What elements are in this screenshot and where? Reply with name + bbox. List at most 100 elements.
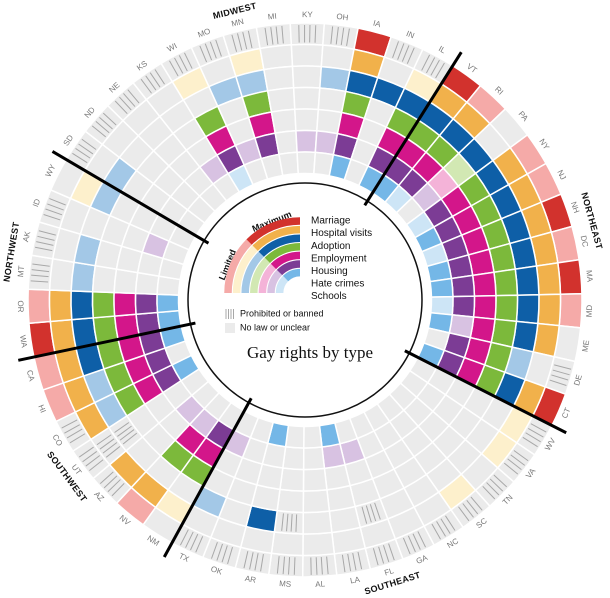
hatch [402, 537, 411, 555]
none-swatch [225, 323, 235, 333]
hatch [99, 438, 115, 450]
state-label: IN [405, 29, 416, 40]
cell [451, 295, 476, 318]
hatch [32, 263, 50, 267]
hatch [211, 541, 218, 559]
hatch [103, 475, 118, 489]
cell [556, 258, 583, 295]
hatch [174, 57, 184, 74]
swatch-bg [225, 309, 235, 319]
state-label: CO [50, 433, 64, 448]
hatch [237, 33, 243, 51]
hatch [145, 75, 157, 91]
cell [276, 488, 305, 514]
hatch [436, 521, 446, 537]
hatch [340, 27, 345, 46]
hatch [503, 462, 519, 475]
hatch [426, 57, 436, 74]
hatch [117, 425, 132, 437]
state-label: MN [231, 17, 245, 29]
hatch [209, 41, 217, 59]
hatch [254, 553, 259, 571]
hatch [99, 471, 114, 484]
cell [156, 293, 180, 314]
cell [134, 292, 159, 316]
hatch [466, 500, 479, 515]
hatch [374, 502, 381, 520]
cell [27, 254, 54, 291]
hatch [247, 30, 253, 49]
ring-label: Employment [311, 253, 367, 264]
hatch [458, 506, 470, 522]
cell [321, 442, 346, 470]
region-divider [363, 51, 463, 207]
hatch [507, 458, 522, 471]
hatch [470, 496, 483, 511]
state-label: WI [166, 41, 179, 54]
hatch [102, 112, 117, 126]
cell [429, 277, 454, 298]
cell [536, 293, 562, 327]
hatch [392, 41, 399, 59]
hatch [330, 26, 334, 44]
ring-label: Hate crimes [311, 279, 364, 290]
hatch [378, 546, 385, 564]
cell [494, 294, 519, 323]
cell [27, 288, 52, 325]
hatch [417, 531, 427, 548]
hatch [61, 419, 78, 429]
state-label: KS [135, 59, 149, 72]
hatch [549, 379, 567, 386]
state-label: VA [524, 466, 538, 480]
state-label: OK [210, 564, 224, 576]
legend-arc-maximum [258, 234, 301, 258]
ring-label: Housing [311, 266, 348, 277]
legend-arc-limited [232, 245, 258, 294]
hatch [326, 556, 329, 575]
hatch [525, 432, 541, 443]
cell [70, 290, 95, 321]
hatch [276, 556, 280, 574]
state-label: AL [315, 579, 326, 589]
cell [113, 291, 137, 317]
hatch [64, 424, 80, 434]
cell [515, 293, 540, 325]
hatch [72, 152, 88, 164]
hatch [30, 280, 49, 283]
ring-label: Schools [311, 291, 347, 302]
legend-arc-limited [258, 263, 277, 294]
cell [493, 268, 519, 297]
hatch [315, 557, 318, 575]
cell [514, 265, 540, 296]
hatch [290, 514, 293, 532]
legend-arc-limited [275, 275, 289, 294]
cell [302, 531, 336, 557]
hatch [397, 43, 405, 60]
state-label: IL [437, 44, 448, 55]
hatch [75, 148, 91, 159]
hatch [242, 32, 248, 50]
cell [274, 129, 298, 156]
hatch [270, 27, 274, 45]
cell [301, 552, 338, 578]
hatch [43, 214, 61, 221]
hatch [551, 374, 569, 381]
cell [292, 86, 321, 111]
hatch [421, 54, 431, 71]
legend-arc-maximum [282, 268, 301, 282]
hatch [216, 543, 223, 561]
hatch [215, 39, 222, 57]
region-divider [404, 349, 567, 435]
hatch [89, 459, 104, 472]
state-label: NH [569, 200, 581, 214]
hatch [199, 45, 208, 63]
hatch [288, 557, 291, 575]
hatch [154, 69, 165, 85]
hatch [114, 422, 130, 433]
cell [273, 509, 305, 535]
legend-arc-limited [224, 239, 252, 294]
legend-arc-limited [241, 251, 265, 294]
hatch [554, 364, 572, 370]
cells [27, 22, 583, 578]
hatch [99, 116, 113, 130]
